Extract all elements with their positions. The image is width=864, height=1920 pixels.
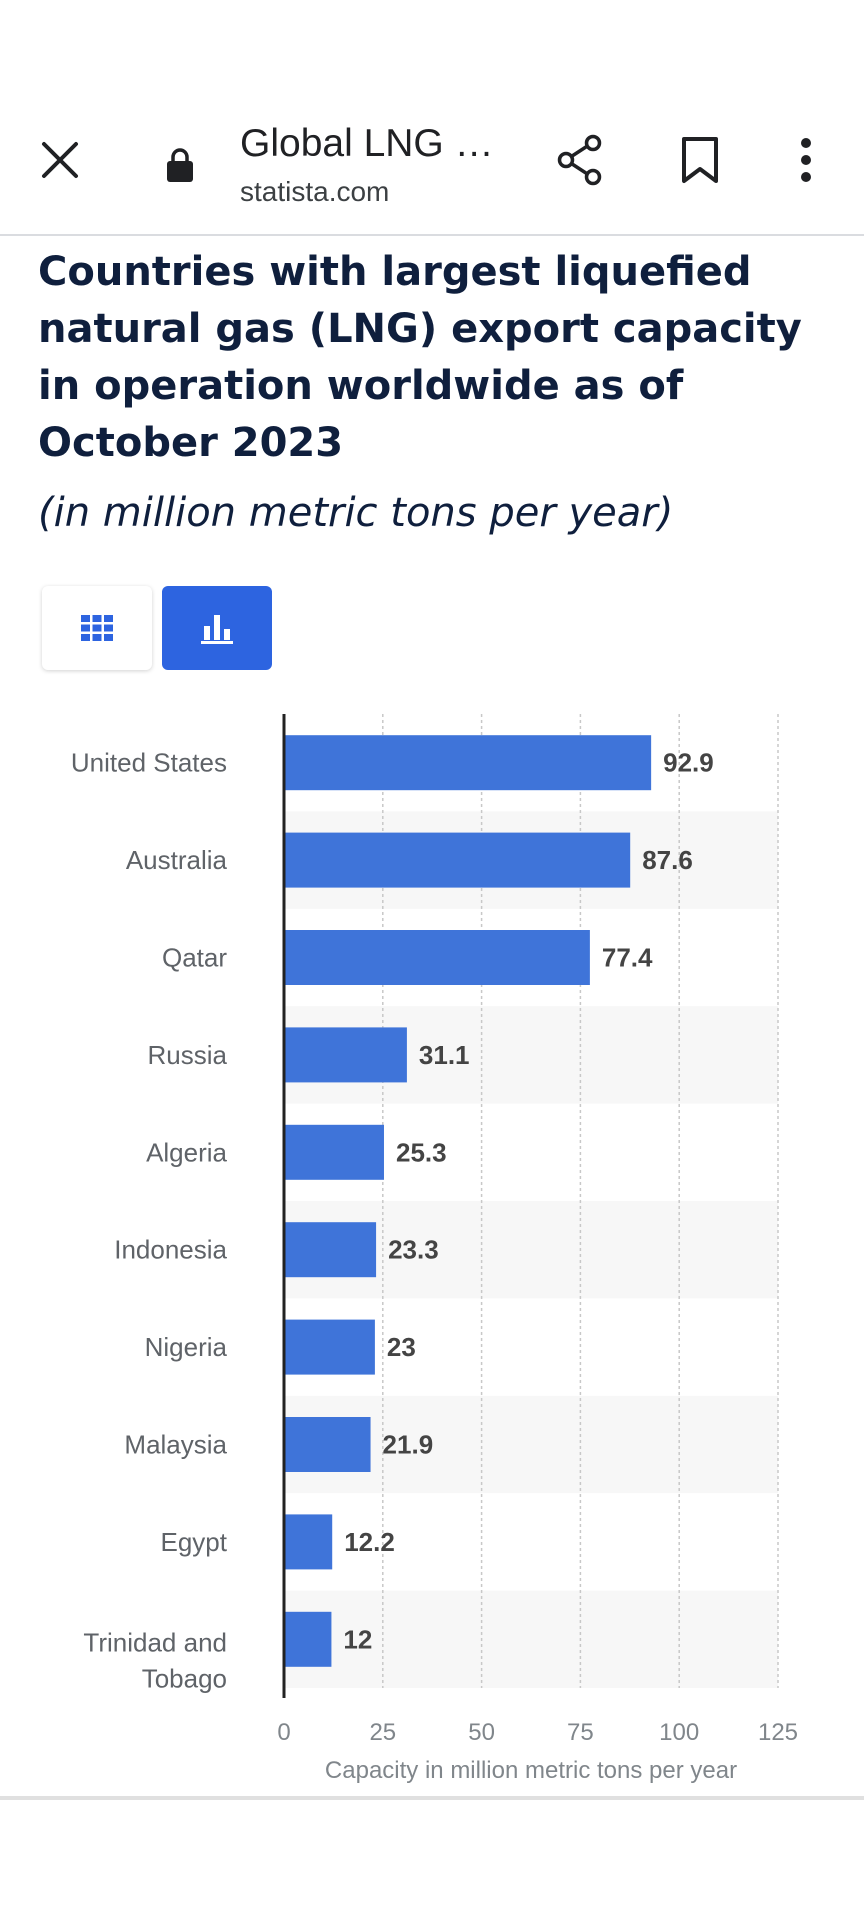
lock-icon bbox=[160, 140, 200, 190]
table-icon bbox=[81, 615, 113, 641]
page-title: Countries with largest liquefied natural… bbox=[38, 249, 802, 466]
category-label: Trinidad and bbox=[83, 1627, 227, 1657]
more-options-button[interactable] bbox=[776, 130, 836, 190]
share-icon bbox=[557, 134, 602, 186]
bookmark-button[interactable] bbox=[670, 130, 730, 190]
category-label: Australia bbox=[126, 845, 228, 875]
browser-toolbar: Global LNG e… statista.com bbox=[0, 100, 864, 236]
category-label: Russia bbox=[148, 1040, 228, 1070]
data-label: 31.1 bbox=[419, 1040, 470, 1070]
x-axis-title: Capacity in million metric tons per year bbox=[325, 1757, 737, 1784]
bookmark-icon bbox=[682, 137, 718, 183]
share-button[interactable] bbox=[550, 130, 610, 190]
close-button[interactable] bbox=[30, 130, 90, 190]
category-label: United States bbox=[71, 748, 227, 778]
close-icon bbox=[42, 142, 78, 178]
row-stripe bbox=[284, 1590, 778, 1688]
tick-label: 50 bbox=[468, 1719, 495, 1746]
bar bbox=[284, 1417, 371, 1472]
category-label: Nigeria bbox=[145, 1332, 228, 1362]
tick-label: 75 bbox=[567, 1719, 594, 1746]
chart-view-button[interactable] bbox=[162, 586, 272, 670]
category-label: Egypt bbox=[161, 1527, 228, 1557]
bar bbox=[284, 1319, 375, 1375]
tick-label: 125 bbox=[758, 1719, 798, 1746]
bottom-divider bbox=[0, 1796, 864, 1800]
bar bbox=[284, 1124, 384, 1180]
more-vert-icon bbox=[801, 138, 811, 182]
tick-label: 100 bbox=[659, 1719, 699, 1746]
bar-chart: 92.9 United States 87.6 Australia 77.4 Qatar 3… bbox=[71, 714, 798, 1784]
category-label: Qatar bbox=[162, 943, 227, 973]
bar bbox=[284, 1222, 377, 1278]
data-label: 12.2 bbox=[344, 1527, 395, 1557]
tick-label: 0 bbox=[277, 1719, 290, 1746]
page-tab-title: Global LNG e… bbox=[240, 122, 510, 165]
bar bbox=[284, 832, 631, 888]
page-subtitle: (in million metric tons per year) bbox=[38, 490, 674, 536]
table-view-button[interactable] bbox=[42, 586, 152, 670]
data-label: 77.4 bbox=[602, 943, 653, 973]
data-label: 92.9 bbox=[663, 748, 714, 778]
data-label: 21.9 bbox=[383, 1430, 434, 1460]
tick-label: 25 bbox=[369, 1719, 396, 1746]
category-label: Indonesia bbox=[114, 1235, 227, 1265]
category-label: Algeria bbox=[146, 1137, 227, 1167]
page-domain: statista.com bbox=[240, 176, 390, 207]
data-label: 12 bbox=[343, 1624, 372, 1654]
data-label: 23.3 bbox=[388, 1235, 439, 1265]
bar bbox=[284, 735, 652, 791]
bar bbox=[284, 930, 590, 985]
data-label: 25.3 bbox=[396, 1137, 447, 1167]
bar bbox=[284, 1027, 407, 1083]
bar bbox=[284, 1611, 332, 1667]
category-label: Tobago bbox=[142, 1663, 227, 1693]
data-label: 23 bbox=[387, 1332, 416, 1362]
category-label: Malaysia bbox=[124, 1430, 227, 1460]
data-label: 87.6 bbox=[642, 845, 693, 875]
bar bbox=[284, 1514, 333, 1570]
bar-chart-icon bbox=[201, 615, 233, 644]
